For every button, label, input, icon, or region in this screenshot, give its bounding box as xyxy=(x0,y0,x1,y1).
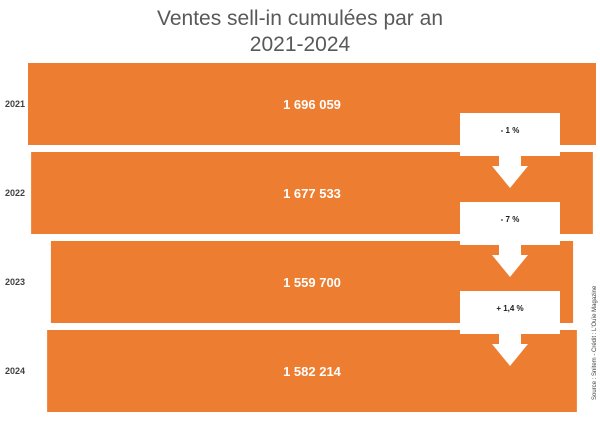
change-arrow-shape xyxy=(460,113,560,188)
change-callout-2: - 7 % xyxy=(460,202,560,277)
year-label-2024: 2024 xyxy=(5,366,25,376)
change-arrow-shape xyxy=(460,291,560,366)
value-label-2024: 1 582 214 xyxy=(283,364,342,379)
change-label: - 7 % xyxy=(501,215,520,224)
value-label-2022: 1 677 533 xyxy=(283,186,341,201)
change-callout-1: - 1 % xyxy=(460,113,560,188)
change-arrows-layer: - 1 % - 7 % + 1,4 % xyxy=(460,113,560,366)
change-label: - 1 % xyxy=(501,126,520,135)
chart-title-line-2: 2021-2024 xyxy=(249,33,351,56)
chart-title-line-1: Ventes sell-in cumulées par an xyxy=(157,7,443,30)
source-note: Source : Snitem - Crédit : L'Ouïe Magazi… xyxy=(592,285,598,400)
bar-2024 xyxy=(45,328,579,414)
value-label-2021: 1 696 059 xyxy=(283,97,341,112)
chart-title: Ventes sell-in cumulées par an 2021-2024 xyxy=(0,6,600,58)
year-label-2023: 2023 xyxy=(5,277,25,287)
year-label-2021: 2021 xyxy=(5,99,25,109)
change-arrow-shape xyxy=(460,202,560,277)
value-label-2023: 1 559 700 xyxy=(283,275,341,290)
year-label-2022: 2022 xyxy=(5,188,25,198)
change-label: + 1,4 % xyxy=(496,304,523,313)
change-callout-3: + 1,4 % xyxy=(460,291,560,366)
